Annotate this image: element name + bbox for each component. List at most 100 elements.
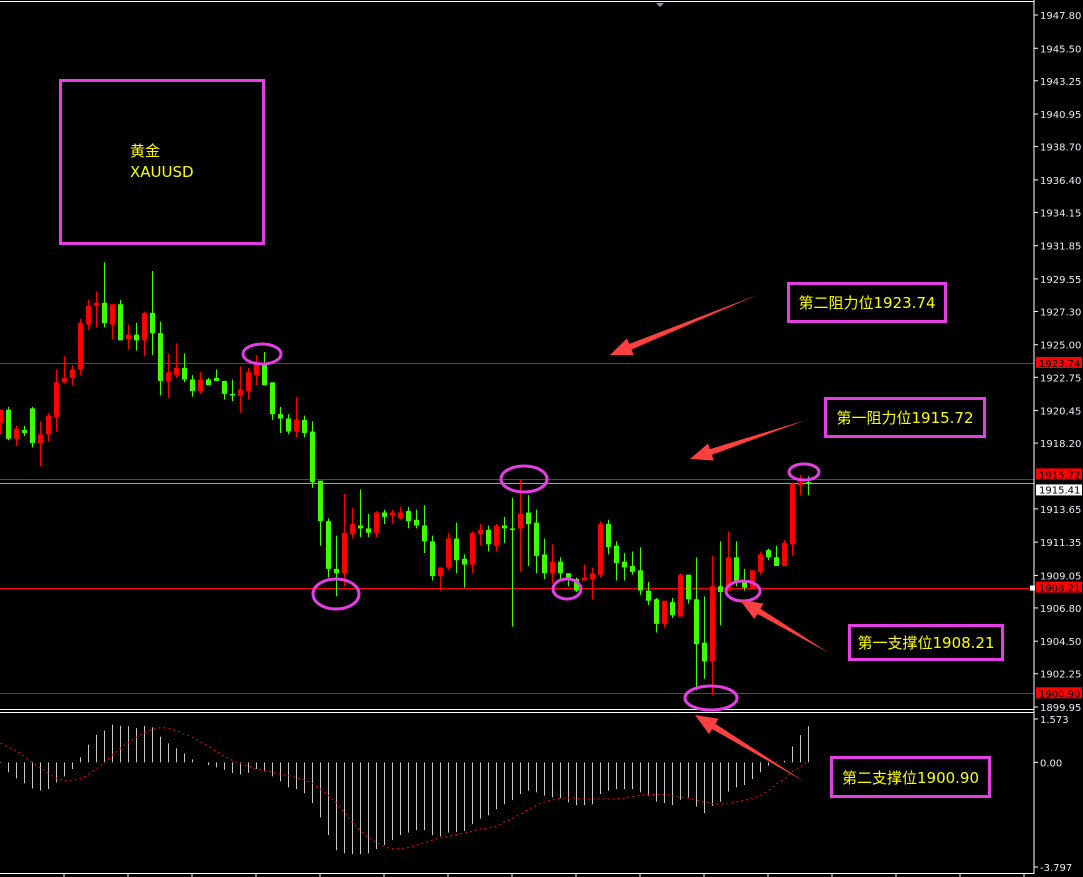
current-price-tag: [1036, 484, 1082, 496]
highlight-ellipse: [683, 684, 739, 712]
candle-body: [750, 570, 755, 588]
arrow-icon: [610, 295, 757, 356]
candle-body: [470, 532, 475, 565]
candle: [382, 509, 387, 525]
candle-body: [222, 380, 227, 394]
candle: [718, 541, 723, 626]
candle: [230, 379, 235, 402]
candle-body: [742, 581, 747, 588]
candle-body: [550, 561, 555, 574]
candle-body: [350, 524, 355, 535]
candle: [430, 535, 435, 581]
candle-body: [374, 512, 379, 533]
candle: [702, 596, 707, 679]
candle: [262, 351, 267, 386]
candle: [366, 513, 371, 538]
candle-body: [126, 334, 131, 339]
candle-body: [422, 525, 427, 542]
candle-body: [294, 419, 299, 432]
y-tick-label: 1899.95: [1040, 703, 1081, 714]
candle-body: [182, 367, 187, 380]
candle-body: [38, 434, 43, 444]
y-tick-label: 1931.85: [1040, 242, 1081, 253]
highlight-ellipse: [551, 577, 583, 601]
macd-tick-label: 1.573: [1040, 715, 1069, 726]
level-price-label: 1908.21: [1039, 584, 1080, 595]
candle-body: [646, 590, 651, 601]
candle-body: [686, 574, 691, 600]
candle: [470, 531, 475, 574]
level-price-tag: [1036, 581, 1082, 593]
macd-panel[interactable]: [0, 724, 809, 855]
y-tick-label: 1927.30: [1040, 307, 1081, 318]
candle: [534, 509, 539, 574]
candle-body: [782, 542, 787, 566]
candle: [390, 509, 395, 525]
candle-body: [14, 428, 19, 439]
candle: [654, 597, 659, 633]
candle: [206, 377, 211, 386]
candle-body: [238, 389, 243, 396]
candle: [478, 524, 483, 546]
candle-body: [46, 415, 51, 435]
y-tick-label: 1940.95: [1040, 110, 1081, 121]
candle: [782, 539, 787, 566]
y-tick-label: 1909.05: [1040, 571, 1081, 582]
candle: [142, 311, 147, 357]
candle-body: [446, 538, 451, 568]
candle-body: [406, 511, 411, 522]
symbol-code: XAUUSD: [130, 163, 194, 181]
candle: [254, 354, 259, 386]
candle: [622, 552, 627, 581]
y-tick-label: 1911.35: [1040, 538, 1081, 549]
candle-body: [526, 512, 531, 525]
candle-body: [206, 379, 211, 386]
candle-body: [486, 529, 491, 545]
candle: [38, 421, 43, 467]
current-price-label: 1915.41: [1039, 485, 1080, 496]
candle-body: [590, 573, 595, 580]
candle: [454, 522, 459, 574]
symbol-name: 黄金: [130, 142, 161, 160]
candle-body: [438, 567, 443, 577]
candle-body: [534, 522, 539, 556]
candle-body: [758, 554, 763, 572]
level-price-label: 1900.90: [1039, 689, 1080, 700]
candle-body: [606, 524, 611, 548]
candle: [374, 511, 379, 538]
candle-body: [662, 600, 667, 624]
candle: [582, 564, 587, 581]
candle-body: [574, 579, 579, 591]
candle: [270, 382, 275, 420]
candle-body: [310, 431, 315, 483]
candle-body: [430, 541, 435, 577]
candle-body: [694, 599, 699, 645]
candle: [550, 544, 555, 584]
y-tick-label: 1906.80: [1040, 604, 1081, 615]
candle: [318, 480, 323, 546]
candle: [334, 535, 339, 597]
y-tick-label: 1947.80: [1040, 11, 1081, 22]
y-tick-label: 1925.00: [1040, 341, 1081, 352]
candle-body: [414, 519, 419, 526]
candlestick-panel[interactable]: [0, 262, 1034, 695]
candle-body: [774, 557, 779, 566]
annotation-overlay: [241, 295, 829, 782]
candle: [558, 557, 563, 580]
candle-body: [718, 586, 723, 593]
candle: [158, 321, 163, 396]
candle-body: [134, 334, 139, 341]
candle: [102, 262, 107, 328]
candle-body: [518, 513, 523, 529]
candle-body: [6, 409, 11, 439]
candle: [590, 567, 595, 600]
y-tick-label: 1945.50: [1040, 44, 1081, 55]
candle: [606, 519, 611, 555]
candle-body: [270, 382, 275, 415]
candle: [758, 551, 763, 575]
level-price-tag: [1036, 687, 1082, 699]
candle-body: [630, 565, 635, 572]
candle: [326, 518, 331, 578]
candle: [246, 367, 251, 400]
